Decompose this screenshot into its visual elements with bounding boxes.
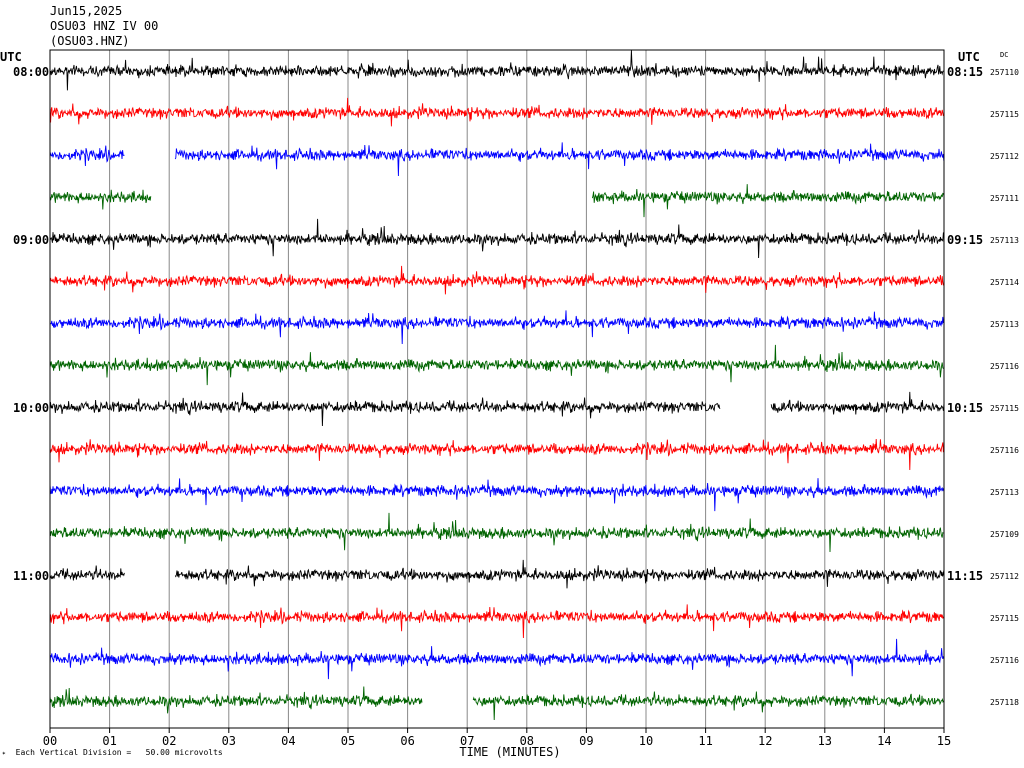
x-tick-label: 06 — [400, 734, 414, 748]
x-tick-label: 07 — [460, 734, 474, 748]
trace-line — [49, 189, 152, 210]
station-line: OSU03 HNZ IV 00 — [50, 19, 159, 33]
dc-label: 257114 — [990, 278, 1019, 287]
x-tick-label: 08 — [520, 734, 534, 748]
plot-frame — [49, 49, 945, 729]
x-tick-label: 09 — [579, 734, 593, 748]
trace-line — [49, 565, 125, 581]
left-time-label: 08:00 — [13, 65, 49, 79]
left-axis-title: UTC — [0, 50, 22, 64]
trace-line — [49, 512, 944, 553]
scale-mark-icon: ✶ — [2, 750, 6, 757]
x-tick-label: 11 — [698, 734, 712, 748]
trace-line — [49, 638, 944, 680]
x-tick-label: 14 — [877, 734, 891, 748]
dc-label: 257115 — [990, 404, 1019, 413]
label-layer: 00 01 02 03 04 05 06 07 08 09 10 11 12 13 14 15 TIME (MI… — [0, 50, 1019, 759]
date-label: Jun15,2025 — [50, 4, 123, 18]
dc-label: 257112 — [990, 152, 1019, 161]
x-tick-label: 13 — [818, 734, 832, 748]
dc-label: 257116 — [990, 656, 1019, 665]
trace-line — [472, 691, 944, 721]
x-tick-label: 02 — [162, 734, 176, 748]
right-axis-title: UTC — [958, 50, 980, 64]
trace-line — [49, 604, 944, 639]
left-time-label: 10:00 — [13, 401, 49, 415]
trace-line — [49, 145, 125, 167]
right-time-label: 11:15 — [947, 569, 983, 583]
dc-label: 257116 — [990, 446, 1019, 455]
right-time-label: 08:15 — [947, 65, 983, 79]
left-time-label: 09:00 — [13, 233, 49, 247]
station-code: (OSU03.HNZ) — [50, 34, 130, 48]
trace-line — [591, 184, 945, 218]
dc-label: 257115 — [990, 614, 1019, 623]
trace-line — [49, 49, 944, 91]
x-tick-label: 05 — [341, 734, 355, 748]
trace-line — [49, 265, 944, 295]
left-time-label: 11:00 — [13, 569, 49, 583]
x-axis-title: TIME (MINUTES) — [459, 745, 560, 759]
trace-line — [174, 142, 945, 177]
dc-column-title: DC — [1000, 51, 1008, 59]
scale-note-text: Each Vertical Division = — [15, 748, 132, 757]
trace-line — [49, 686, 423, 714]
x-tick-label: 12 — [758, 734, 772, 748]
trace-line — [49, 97, 944, 127]
scale-note-value: 50.00 microvolts — [145, 748, 223, 757]
dc-label: 257115 — [990, 110, 1019, 119]
x-tick-label: 04 — [281, 734, 295, 748]
trace-line — [49, 218, 944, 259]
x-tick-label: 10 — [639, 734, 653, 748]
dc-label: 257111 — [990, 194, 1019, 203]
trace-line — [49, 438, 944, 471]
x-tick-label: 15 — [937, 734, 951, 748]
right-time-label: 09:15 — [947, 233, 983, 247]
trace-line — [174, 559, 945, 589]
scale-note: ✶ Each Vertical Division = 50.00 microvol… — [2, 748, 223, 757]
dc-label: 257118 — [990, 698, 1019, 707]
trace-line — [49, 478, 944, 512]
right-time-label: 10:15 — [947, 401, 983, 415]
dc-label: 257113 — [990, 488, 1019, 497]
dc-label: 257112 — [990, 572, 1019, 581]
dc-label: 257110 — [990, 68, 1019, 77]
dc-label: 257116 — [990, 362, 1019, 371]
trace-line — [49, 392, 721, 427]
x-tick-label: 01 — [102, 734, 116, 748]
x-tick-label: 03 — [222, 734, 236, 748]
trace-layer — [49, 49, 945, 721]
chart-header: Jun15,2025 OSU03 HNZ IV 00 (OSU03.HNZ) — [50, 4, 158, 49]
dc-label: 257109 — [990, 530, 1019, 539]
dc-label: 257113 — [990, 320, 1019, 329]
trace-line — [49, 310, 944, 345]
dc-label: 257113 — [990, 236, 1019, 245]
x-tick-label: 00 — [43, 734, 57, 748]
trace-line — [49, 344, 944, 386]
trace-line — [770, 391, 945, 415]
